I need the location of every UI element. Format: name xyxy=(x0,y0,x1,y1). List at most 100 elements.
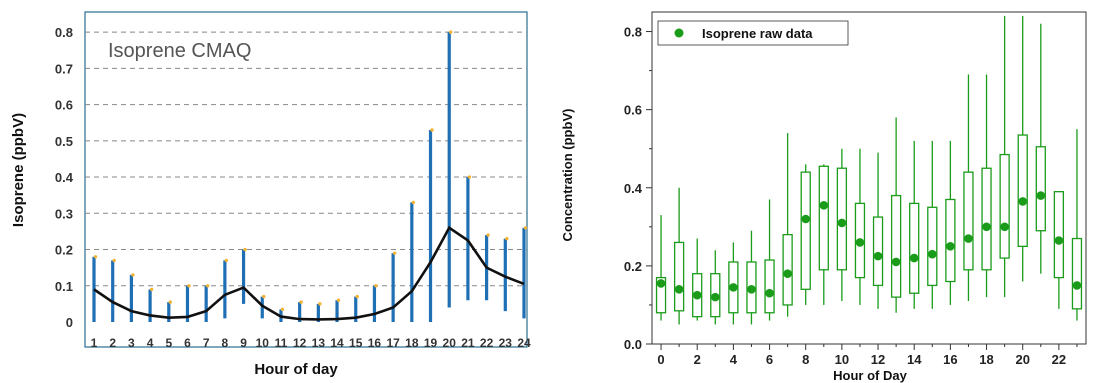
y-tick-label: 0.8 xyxy=(624,25,642,40)
x-tick-labels: 1 2 3 4 5 6 7 8 9 10 11 12 13 14 15 16 17 18 19 20 21 22 23 24 xyxy=(91,336,531,350)
legend-marker xyxy=(674,28,684,38)
median-marker xyxy=(1072,281,1082,290)
x-tick-label: 14 xyxy=(907,352,922,367)
range-bar-cap xyxy=(486,233,490,237)
box-plot xyxy=(673,187,685,325)
box-plot xyxy=(927,140,938,309)
box-plot xyxy=(782,133,793,317)
iqr-box xyxy=(999,153,1010,259)
plot-frame xyxy=(84,11,528,348)
x-tick-label: 11 xyxy=(275,336,288,350)
range-bar-cap xyxy=(131,273,135,277)
range-bar-cap xyxy=(149,287,154,292)
median-marker xyxy=(692,290,702,300)
range-bar xyxy=(335,300,339,322)
range-bar-cap xyxy=(187,284,191,288)
box-plot xyxy=(854,148,866,305)
box-plot xyxy=(836,148,848,302)
y-tick-label: 0.3 xyxy=(55,206,73,221)
median-marker xyxy=(783,269,792,278)
x-tick-label: 9 xyxy=(240,336,247,350)
x-tick-label: 4 xyxy=(147,336,154,350)
median-marker xyxy=(674,285,684,294)
range-bar xyxy=(148,289,152,322)
legend-label: Isoprene raw data xyxy=(702,26,813,41)
y-axis-label: Concentration (ppbV) xyxy=(560,109,575,242)
iqr-box xyxy=(818,165,829,271)
range-bar-cap xyxy=(168,300,172,304)
iqr-box xyxy=(673,241,685,312)
x-axis-label: Hour of Day xyxy=(833,368,907,383)
x-tick-label: 2 xyxy=(694,352,701,367)
x-tick-label: 1 xyxy=(91,336,98,350)
range-bar xyxy=(354,296,358,322)
median-marker xyxy=(1036,191,1046,200)
median-marker xyxy=(1054,236,1064,245)
x-tick-label: 0 xyxy=(657,352,664,367)
x-tick-label: 6 xyxy=(766,352,773,367)
box-plot xyxy=(963,74,974,302)
box-plot xyxy=(1053,191,1065,309)
range-bar-cap xyxy=(318,302,322,306)
iqr-box xyxy=(655,276,667,314)
range-bar xyxy=(241,249,246,304)
box-plot xyxy=(800,164,811,305)
legend-frame xyxy=(657,20,849,46)
x-tick-label: 22 xyxy=(1052,352,1066,367)
box-plot xyxy=(909,140,920,309)
iqr-box xyxy=(1017,134,1028,248)
x-tick-label: 12 xyxy=(871,352,885,367)
box-plot xyxy=(728,242,739,325)
y-tick-label: 0.2 xyxy=(624,259,642,274)
x-tick-label: 8 xyxy=(802,352,809,367)
median-marker xyxy=(964,234,973,243)
median-marker xyxy=(837,218,847,228)
x-tick-label: 22 xyxy=(480,336,494,350)
x-tick-label: 16 xyxy=(368,336,382,350)
range-bar xyxy=(111,260,115,322)
range-bar-cap xyxy=(243,247,247,252)
y-tick-label: 0.2 xyxy=(55,243,73,258)
box-plot xyxy=(655,215,667,321)
range-bar-cap xyxy=(224,258,229,263)
x-tick-label: 2 xyxy=(109,336,116,350)
raw-data-chart: 0.0 0.2 0.4 0.6 0.8 0 2 4 6 8 10 12 14 16 18 20 22 Isopr… xyxy=(560,11,1087,383)
y-tick-label: 0.6 xyxy=(55,98,73,113)
median-marker xyxy=(946,242,955,251)
x-tick-label: 18 xyxy=(405,336,419,350)
range-bar-cap xyxy=(205,284,210,288)
range-bar-cap xyxy=(112,258,116,263)
x-tick-label: 14 xyxy=(330,336,344,350)
box-plot xyxy=(945,140,956,305)
median-marker xyxy=(982,222,991,232)
iqr-box xyxy=(1035,146,1046,232)
box-plot xyxy=(1017,15,1028,282)
median-marker xyxy=(891,257,901,267)
y-tick-label: 0.4 xyxy=(55,170,74,185)
range-bar-cap xyxy=(355,294,359,299)
y-tick-label: 0.4 xyxy=(624,181,643,196)
range-bar-cap xyxy=(505,236,509,241)
range-bar xyxy=(503,238,507,312)
x-tick-label: 17 xyxy=(386,336,400,350)
range-bar-cap xyxy=(523,226,528,230)
range-bar-cap xyxy=(262,294,266,299)
iqr-box xyxy=(927,206,938,287)
range-bar xyxy=(428,129,433,322)
range-bar-cap xyxy=(467,175,472,179)
iqr-box xyxy=(1071,237,1083,310)
median-marker xyxy=(1018,197,1028,206)
x-tick-label: 13 xyxy=(312,336,326,350)
range-bar xyxy=(391,253,395,322)
iqr-box xyxy=(963,171,974,271)
x-tick-label: 18 xyxy=(979,352,993,367)
y-tick-label: 0.5 xyxy=(55,134,73,149)
box-plot xyxy=(746,230,757,325)
x-axis-label: Hour of day xyxy=(254,361,338,378)
range-bar-cap xyxy=(411,200,416,205)
x-tick-label: 20 xyxy=(443,336,457,350)
range-bar-cap xyxy=(336,298,341,302)
grid-lines xyxy=(85,31,527,287)
range-bar-cap xyxy=(93,255,98,259)
median-marker xyxy=(927,249,937,259)
